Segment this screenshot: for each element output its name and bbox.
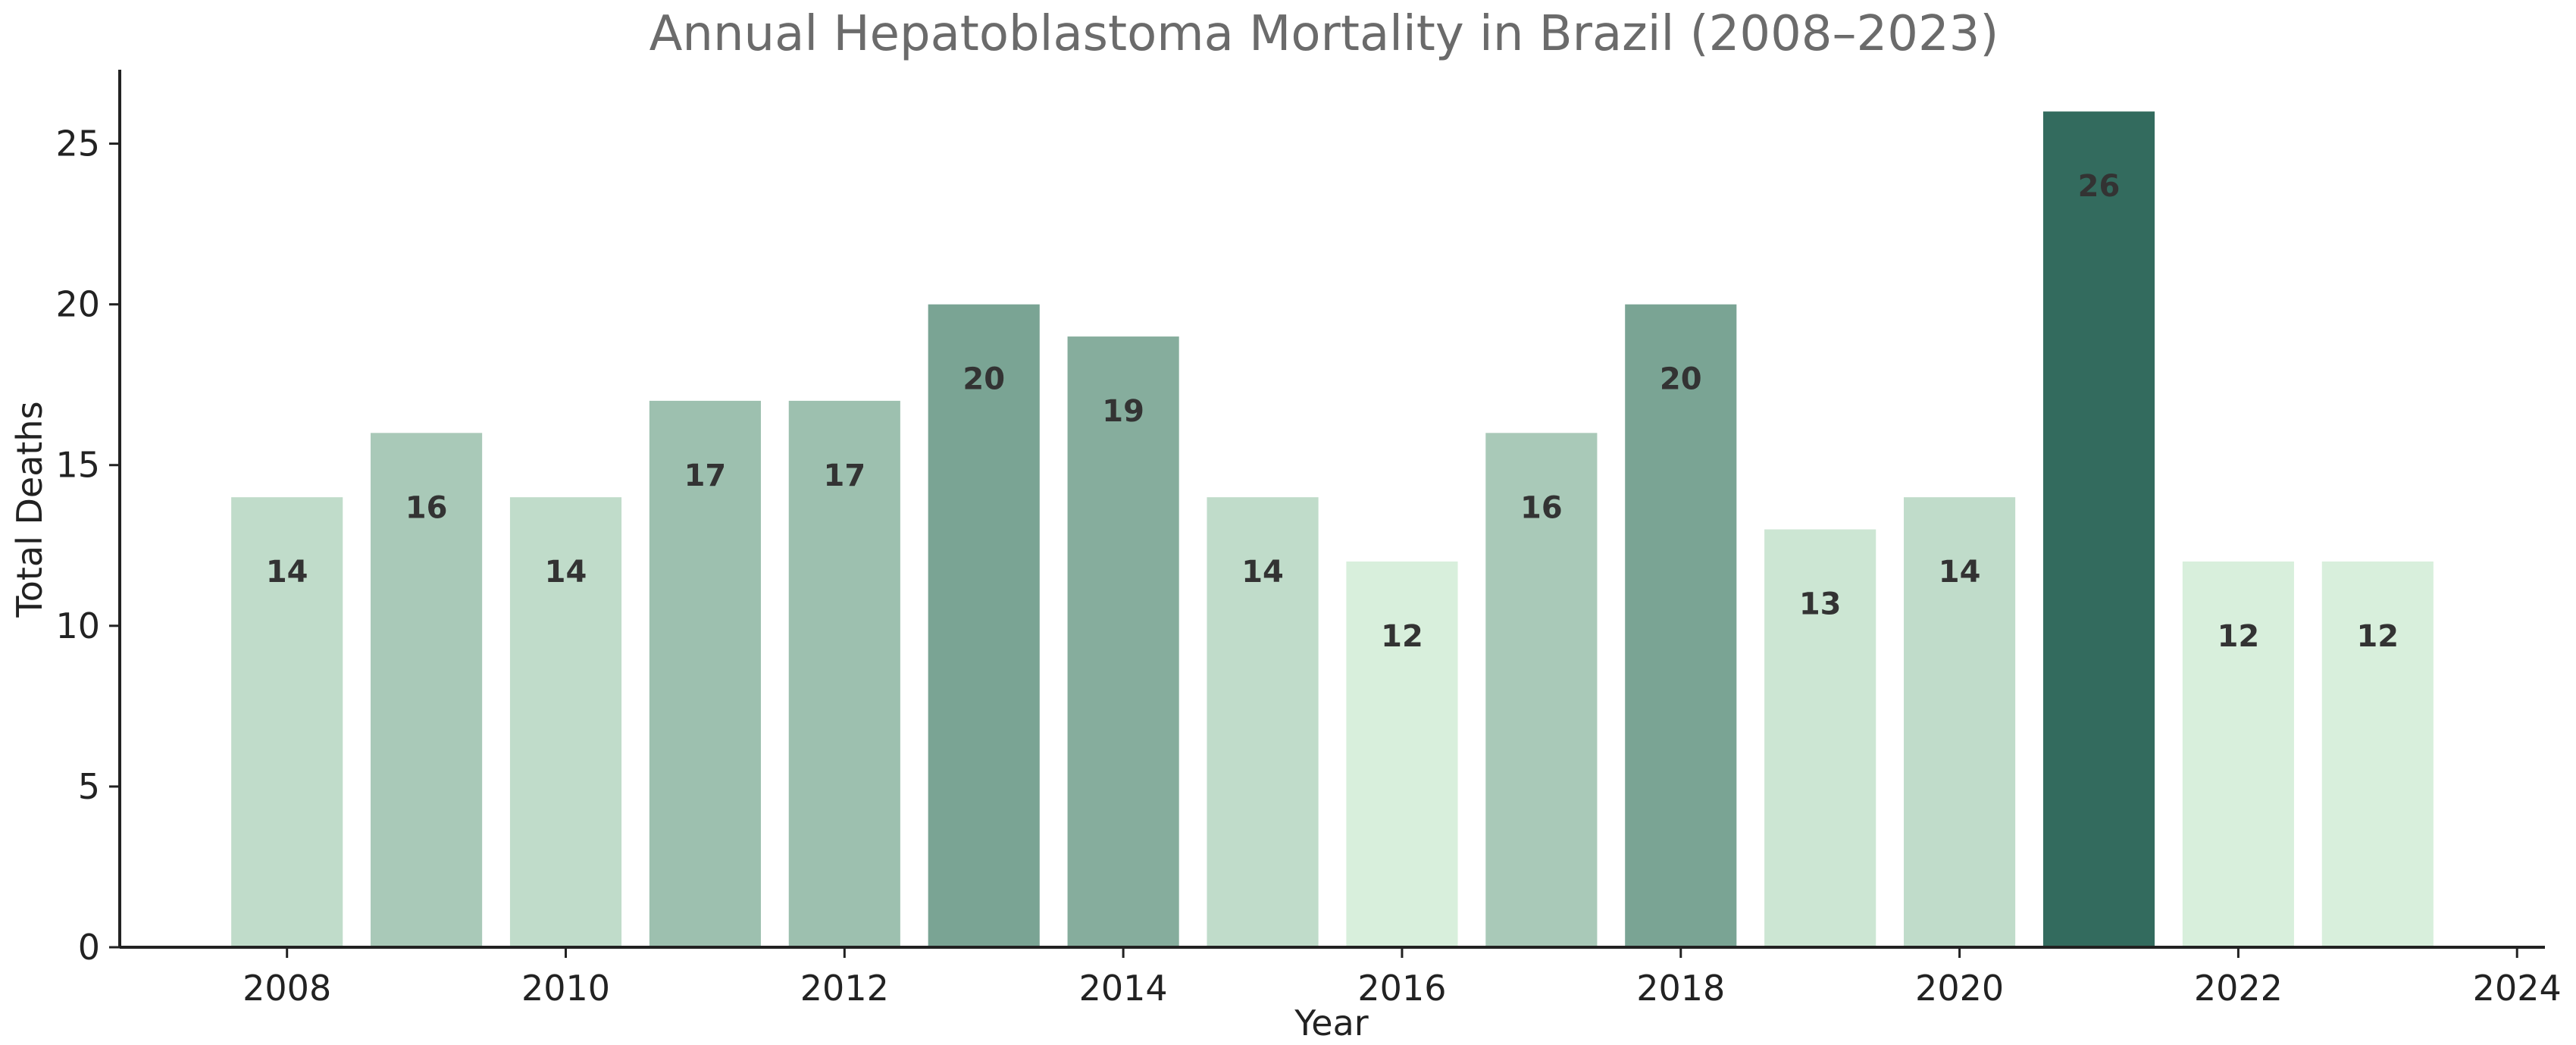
y-axis-label: Total Deaths [9, 401, 50, 618]
chart-title: Annual Hepatoblastoma Mortality in Brazi… [649, 6, 1999, 62]
x-tick-label-2020: 2020 [1915, 968, 2004, 1009]
bar-2012 [788, 400, 900, 947]
bar-labels-group: 14 16 14 17 17 20 19 14 12 16 20 13 14 26 12 12 [266, 169, 2399, 654]
bar-value-label-2019: 13 [1799, 587, 1842, 622]
x-tick-label-2010: 2010 [521, 968, 610, 1009]
bar-value-label-2021: 26 [2078, 169, 2121, 204]
bar-value-label-2023: 12 [2356, 619, 2399, 654]
bar-value-label-2015: 14 [1241, 555, 1284, 590]
bar-value-label-2017: 16 [1520, 490, 1563, 525]
bar-value-label-2016: 12 [1381, 619, 1423, 654]
x-axis-label: Year [1294, 1003, 1368, 1043]
bar-2021 [2042, 111, 2155, 948]
bar-value-label-2022: 12 [2218, 619, 2260, 654]
y-tick-label-20: 20 [55, 284, 100, 325]
bar-value-label-2011: 17 [684, 458, 727, 493]
y-tick-label-0: 0 [78, 927, 100, 968]
bar-2013 [928, 304, 1040, 948]
bar-value-label-2009: 16 [405, 490, 448, 525]
y-axis-ticks: 0 5 10 15 20 25 [55, 124, 120, 968]
bar-2016 [1346, 561, 1458, 947]
bar-2014 [1067, 336, 1179, 948]
x-tick-label-2024: 2024 [2473, 968, 2562, 1009]
y-tick-label-25: 25 [55, 124, 100, 164]
x-tick-label-2012: 2012 [800, 968, 889, 1009]
x-tick-label-2016: 2016 [1357, 968, 1446, 1009]
bar-2010 [509, 497, 622, 947]
bars-group [231, 111, 2434, 948]
bar-2020 [1904, 497, 2016, 947]
y-tick-label-10: 10 [55, 605, 100, 646]
bar-2022 [2182, 561, 2294, 947]
bar-value-label-2014: 19 [1102, 394, 1144, 429]
bar-2011 [649, 400, 761, 947]
bar-2018 [1625, 304, 1737, 948]
bar-2009 [371, 433, 483, 947]
bar-value-label-2013: 20 [962, 362, 1005, 397]
bar-value-label-2010: 14 [545, 555, 587, 590]
bar-2015 [1207, 497, 1319, 947]
y-tick-label-15: 15 [55, 445, 100, 486]
x-tick-label-2018: 2018 [1636, 968, 1725, 1009]
bar-value-label-2008: 14 [266, 555, 308, 590]
bar-2023 [2321, 561, 2434, 947]
bar-2017 [1485, 433, 1598, 947]
bar-2019 [1764, 529, 1876, 947]
x-tick-label-2014: 2014 [1079, 968, 1168, 1009]
x-tick-label-2008: 2008 [243, 968, 331, 1009]
bar-value-label-2020: 14 [1939, 555, 1981, 590]
bar-value-label-2012: 17 [823, 458, 865, 493]
x-axis-ticks: 2008 2010 2012 2014 2016 2018 2020 2022 2024 [243, 947, 2562, 1009]
x-tick-label-2022: 2022 [2194, 968, 2283, 1009]
y-tick-label-5: 5 [78, 766, 100, 807]
bar-2008 [231, 497, 343, 947]
bar-value-label-2018: 20 [1660, 362, 1702, 397]
